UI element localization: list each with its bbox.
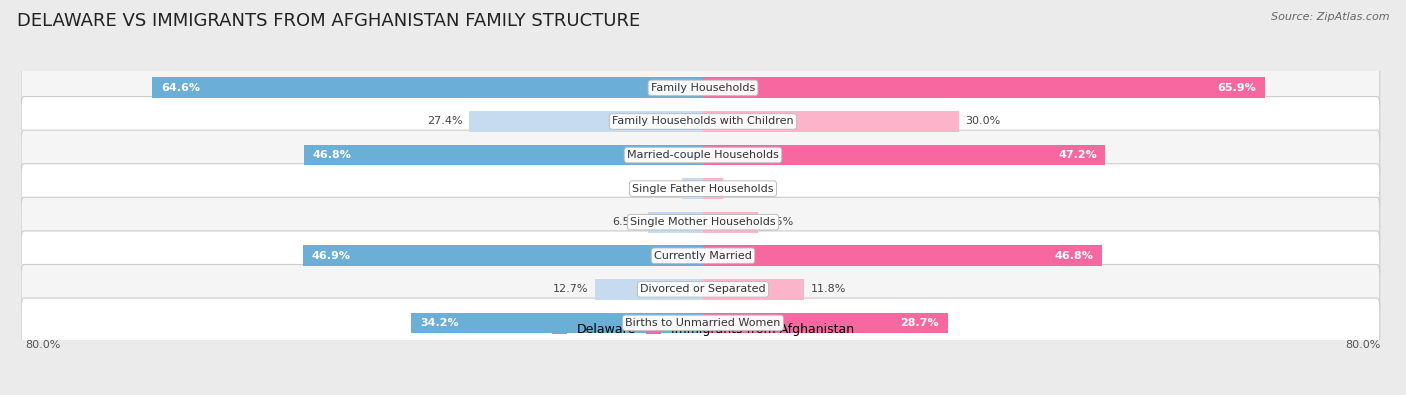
Text: 6.5%: 6.5% xyxy=(613,217,641,227)
Legend: Delaware, Immigrants from Afghanistan: Delaware, Immigrants from Afghanistan xyxy=(551,323,855,336)
Bar xyxy=(470,111,703,132)
Text: DELAWARE VS IMMIGRANTS FROM AFGHANISTAN FAMILY STRUCTURE: DELAWARE VS IMMIGRANTS FROM AFGHANISTAN … xyxy=(17,12,640,30)
Text: Source: ZipAtlas.com: Source: ZipAtlas.com xyxy=(1271,12,1389,22)
FancyBboxPatch shape xyxy=(21,130,1379,180)
FancyBboxPatch shape xyxy=(21,164,1379,213)
Bar xyxy=(703,178,724,199)
FancyBboxPatch shape xyxy=(21,231,1379,280)
FancyBboxPatch shape xyxy=(21,265,1379,314)
Bar xyxy=(703,212,758,233)
Text: 64.6%: 64.6% xyxy=(160,83,200,93)
Bar xyxy=(304,245,703,266)
Text: 46.8%: 46.8% xyxy=(1054,251,1094,261)
Text: Single Mother Households: Single Mother Households xyxy=(630,217,776,227)
Bar xyxy=(703,245,1102,266)
Bar xyxy=(648,212,703,233)
FancyBboxPatch shape xyxy=(21,97,1379,146)
Text: 34.2%: 34.2% xyxy=(420,318,458,328)
Text: Family Households with Children: Family Households with Children xyxy=(612,117,794,126)
Text: 46.8%: 46.8% xyxy=(312,150,352,160)
Bar xyxy=(412,312,703,333)
Bar xyxy=(152,77,703,98)
Text: 46.9%: 46.9% xyxy=(312,251,350,261)
Bar xyxy=(703,77,1265,98)
Text: 2.4%: 2.4% xyxy=(730,184,759,194)
FancyBboxPatch shape xyxy=(21,298,1379,348)
Text: 47.2%: 47.2% xyxy=(1059,150,1097,160)
Text: 30.0%: 30.0% xyxy=(966,117,1001,126)
Bar xyxy=(682,178,703,199)
Text: Births to Unmarried Women: Births to Unmarried Women xyxy=(626,318,780,328)
FancyBboxPatch shape xyxy=(21,63,1379,113)
Text: 80.0%: 80.0% xyxy=(1346,340,1381,350)
Bar xyxy=(304,145,703,166)
Text: 12.7%: 12.7% xyxy=(553,284,588,294)
Text: 11.8%: 11.8% xyxy=(810,284,846,294)
Text: 27.4%: 27.4% xyxy=(427,117,463,126)
Bar xyxy=(703,111,959,132)
Text: Divorced or Separated: Divorced or Separated xyxy=(640,284,766,294)
Text: 6.5%: 6.5% xyxy=(765,217,793,227)
Bar xyxy=(703,279,804,300)
Text: 65.9%: 65.9% xyxy=(1218,83,1256,93)
Text: Single Father Households: Single Father Households xyxy=(633,184,773,194)
FancyBboxPatch shape xyxy=(21,198,1379,247)
Text: Family Households: Family Households xyxy=(651,83,755,93)
Bar xyxy=(703,145,1105,166)
Text: Currently Married: Currently Married xyxy=(654,251,752,261)
Text: 2.5%: 2.5% xyxy=(647,184,675,194)
Bar xyxy=(703,312,948,333)
Bar xyxy=(595,279,703,300)
Text: 28.7%: 28.7% xyxy=(900,318,939,328)
Text: Married-couple Households: Married-couple Households xyxy=(627,150,779,160)
Text: 80.0%: 80.0% xyxy=(25,340,60,350)
